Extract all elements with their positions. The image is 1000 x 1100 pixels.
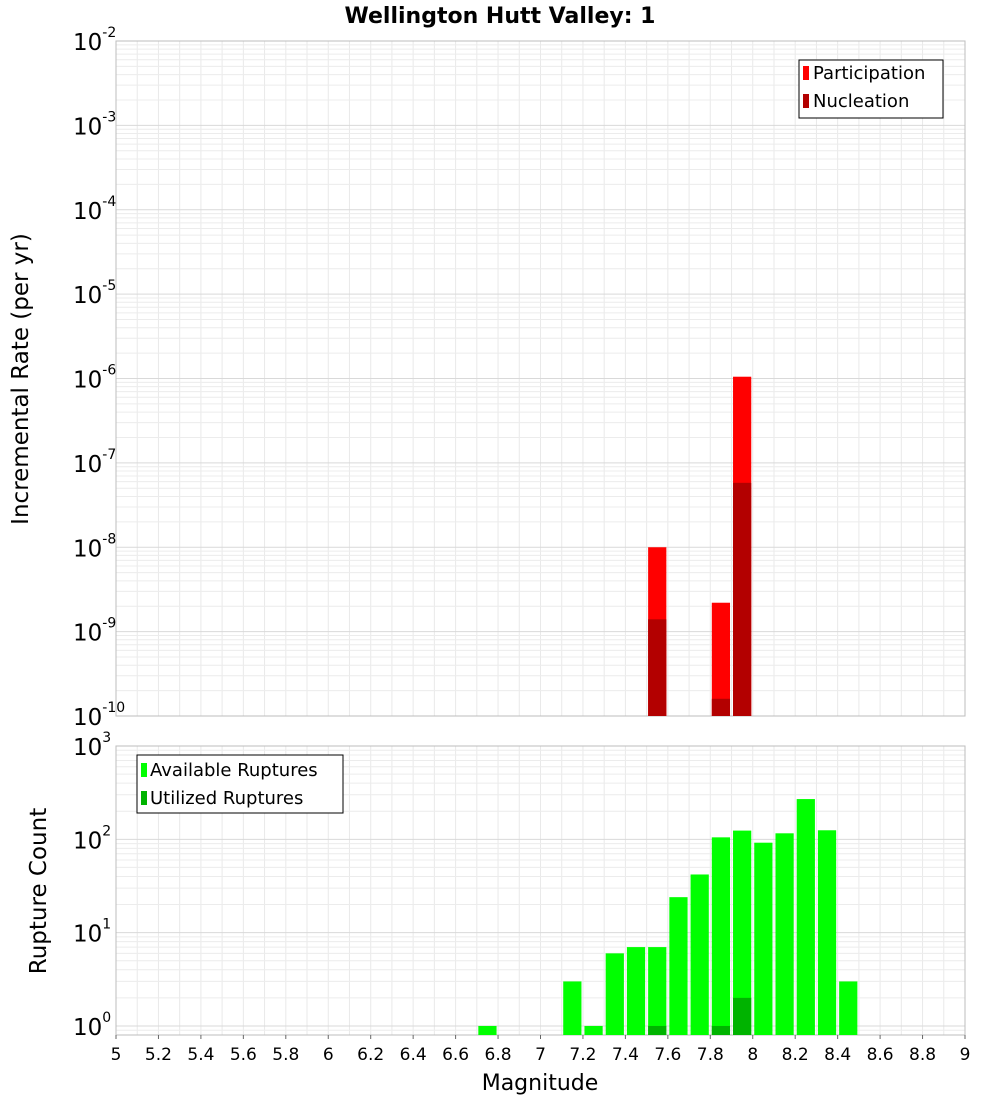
x-tick-label: 6.8 (485, 1045, 512, 1065)
bottom-y-tick-label: 102 (73, 823, 111, 854)
bottom-y-ticks: 100 101 102 103 (73, 730, 111, 1041)
top-y-tick-label: 10-10 (73, 700, 125, 731)
top-y-ticks: 10-10 10-9 10-8 10-7 10-6 10-5 10-4 10-3 10-2 (73, 25, 125, 731)
top-y-tick-label: 10-2 (73, 25, 116, 56)
bar-available-ruptures (839, 981, 858, 1035)
x-tick-label: 7.4 (612, 1045, 639, 1065)
top-y-tick-label: 10-6 (73, 363, 116, 394)
bottom-y-tick-label: 100 (73, 1010, 111, 1041)
bottom-y-tick-label: 101 (73, 917, 111, 948)
x-tick-label: 7.2 (569, 1045, 596, 1065)
x-axis-label: Magnitude (482, 1071, 599, 1096)
x-tick-label: 6.6 (442, 1045, 469, 1065)
bar-utilized-ruptures (711, 1025, 731, 1035)
top-y-tick-label: 10-5 (73, 278, 116, 309)
top-plot-frame (115, 40, 966, 717)
x-tick-label: 8.6 (867, 1045, 894, 1065)
x-tick-label: 8 (747, 1045, 758, 1065)
bottom-plot-bars (478, 799, 858, 1035)
top-legend: Participation Nucleation (798, 59, 944, 119)
bar-available-ruptures (563, 981, 582, 1035)
legend-swatch-participation (803, 66, 809, 80)
x-tick-label: 5.2 (145, 1045, 172, 1065)
x-tick-label: 6.4 (400, 1045, 427, 1065)
bar-nucleation (648, 619, 667, 716)
top-plot-bars (648, 376, 752, 716)
x-tick-label: 5.4 (187, 1045, 214, 1065)
legend-label-utilized-ruptures: Utilized Ruptures (150, 788, 303, 809)
bar-available-ruptures (775, 833, 794, 1035)
x-ticks: 5 5.2 5.4 5.6 5.8 6 6.2 6.4 6.6 6.8 7 7.2 7.4 7.6 7.8 8… (111, 1035, 971, 1065)
x-tick-label: 7.6 (654, 1045, 681, 1065)
top-y-tick-label: 10-3 (73, 109, 116, 140)
x-tick-label: 5 (111, 1045, 122, 1065)
bar-available-ruptures (754, 842, 773, 1035)
legend-label-available-ruptures: Available Ruptures (150, 760, 318, 781)
x-tick-label: 9 (960, 1045, 971, 1065)
top-y-axis-label: Incremental Rate (per yr) (8, 233, 34, 525)
top-legend-box (798, 59, 944, 119)
bar-nucleation (733, 482, 752, 716)
bar-available-ruptures (733, 830, 752, 1035)
legend-swatch-available-ruptures (141, 763, 147, 777)
x-tick-label: 8.4 (824, 1045, 851, 1065)
chart-title: Wellington Hutt Valley: 1 (345, 4, 656, 29)
bar-available-ruptures (626, 947, 646, 1035)
x-tick-label: 6.2 (357, 1045, 384, 1065)
bar-available-ruptures (690, 874, 709, 1035)
bar-available-ruptures (711, 837, 731, 1035)
x-tick-label: 8.2 (782, 1045, 809, 1065)
legend-label-nucleation: Nucleation (813, 91, 909, 112)
top-plot-grid (115, 41, 966, 717)
bottom-legend: Available Ruptures Utilized Ruptures (136, 754, 344, 814)
x-tick-label: 7.8 (697, 1045, 724, 1065)
bottom-y-axis-label: Rupture Count (26, 808, 52, 974)
bar-utilized-ruptures (648, 1025, 667, 1035)
x-tick-label: 7 (535, 1045, 546, 1065)
bar-available-ruptures (669, 897, 688, 1035)
x-tick-label: 8.8 (909, 1045, 936, 1065)
legend-swatch-nucleation (803, 94, 809, 108)
top-y-tick-label: 10-9 (73, 616, 116, 647)
x-tick-label: 5.6 (230, 1045, 257, 1065)
legend-swatch-utilized-ruptures (141, 791, 147, 805)
bottom-y-tick-label: 103 (73, 730, 111, 761)
bar-participation (711, 602, 731, 716)
x-tick-label: 6 (323, 1045, 334, 1065)
top-y-tick-label: 10-8 (73, 531, 116, 562)
legend-label-participation: Participation (813, 63, 925, 84)
bar-utilized-ruptures (733, 997, 752, 1035)
bar-available-ruptures (478, 1025, 497, 1035)
bar-available-ruptures (584, 1025, 603, 1035)
top-y-tick-label: 10-7 (73, 447, 116, 478)
top-y-tick-label: 10-4 (73, 194, 116, 225)
bar-available-ruptures (605, 953, 624, 1035)
bar-nucleation (711, 698, 731, 716)
bar-available-ruptures (817, 830, 837, 1035)
x-tick-label: 5.8 (272, 1045, 299, 1065)
bar-available-ruptures (796, 799, 815, 1035)
bottom-legend-box (136, 754, 344, 814)
bar-available-ruptures (648, 947, 667, 1035)
